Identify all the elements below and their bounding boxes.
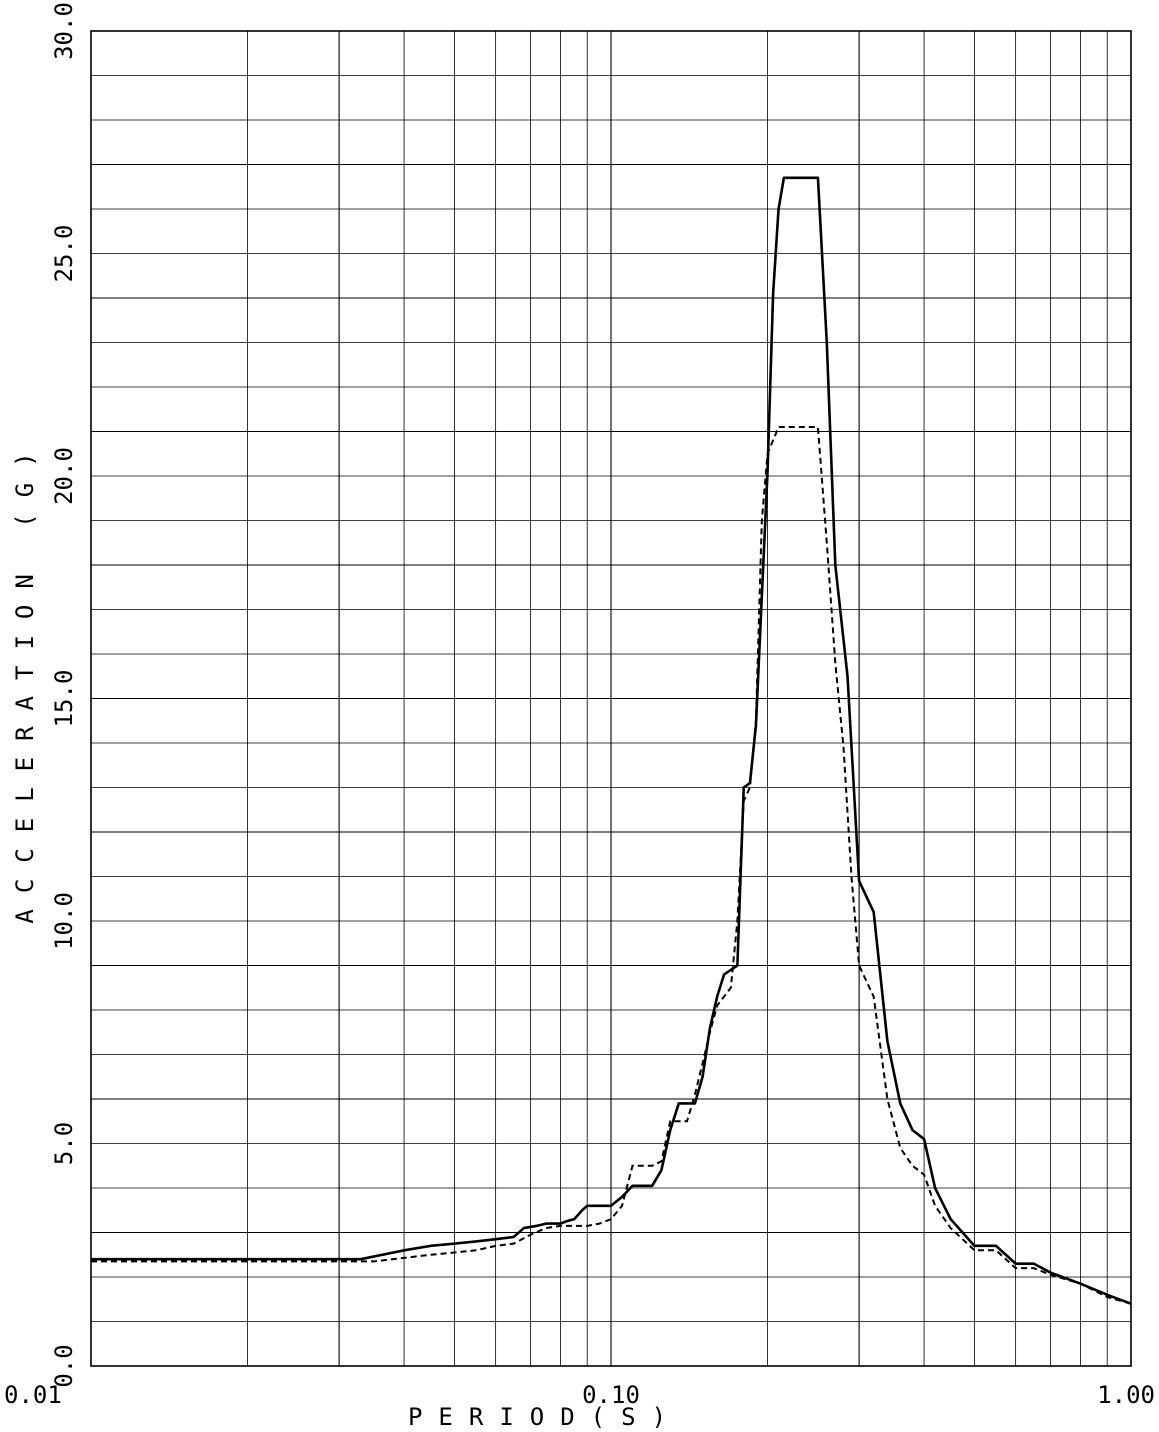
x-tick-labels: 0.01 0.10 1.00	[4, 1381, 1155, 1409]
y-tick-label: 10.0	[50, 892, 78, 950]
y-axis-label: ACCELERATION (G)	[11, 436, 39, 923]
y-tick-labels: 0.0 5.0 10.0 15.0 20.0 25.0 30.0	[50, 2, 78, 1388]
x-tick-label: 0.10	[582, 1381, 640, 1409]
y-tick-label: 15.0	[50, 670, 78, 728]
series-line-solid	[91, 176, 1132, 1305]
plot-frame	[90, 30, 1132, 1367]
x-tick-label: 1.00	[1097, 1381, 1155, 1409]
series-line-dashed	[91, 426, 1132, 1305]
y-tick-label: 25.0	[50, 225, 78, 283]
y-tick-label: 0.0	[50, 1344, 78, 1387]
series-group	[91, 176, 1132, 1305]
y-tick-label: 20.0	[50, 447, 78, 505]
grid	[91, 31, 1131, 1366]
x-tick-label: 0.01	[4, 1381, 62, 1409]
x-axis-label: PERIOD(S)	[408, 1403, 682, 1431]
y-tick-label: 5.0	[50, 1122, 78, 1165]
y-tick-label: 30.0	[50, 2, 78, 60]
